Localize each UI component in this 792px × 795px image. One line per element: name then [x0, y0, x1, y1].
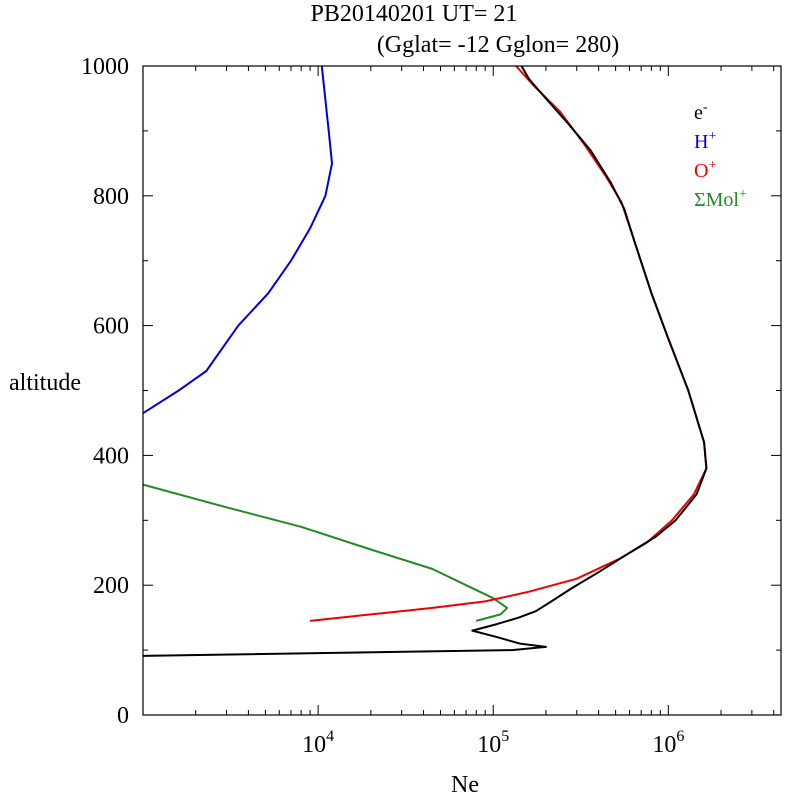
legend-item-2: O+	[694, 158, 716, 182]
legend-item-3: ΣMol+	[694, 187, 747, 211]
y-tick-label: 1000	[81, 54, 129, 80]
legend: e- H+ O+ ΣMol+	[694, 100, 747, 211]
plot-area	[142, 65, 708, 657]
y-axis-label: altitude	[9, 370, 81, 396]
plot-frame	[142, 65, 782, 716]
x-axis-label: Ne	[451, 772, 479, 795]
y-tick-label: 600	[93, 314, 129, 340]
legend-item-0: e-	[694, 100, 708, 124]
y-tick-label: 400	[93, 443, 129, 469]
series-line-0	[142, 65, 708, 657]
y-tick-label: 200	[93, 573, 129, 599]
series-line-1	[142, 65, 333, 415]
series-line-3	[142, 483, 509, 622]
x-tick-label: 104	[302, 728, 334, 758]
y-tick-label: 0	[117, 703, 129, 729]
y-tick-label: 800	[93, 184, 129, 210]
series-line-2	[309, 65, 708, 622]
x-tick-label: 106	[652, 728, 684, 758]
x-tick-label: 105	[477, 728, 509, 758]
chart-title: PB20140201 UT= 21	[311, 1, 518, 27]
chart-subtitle: (Gglat= -12 Gglon= 280)	[377, 32, 619, 58]
legend-item-1: H+	[694, 129, 716, 153]
axes: 0 200 400 600 800 1000 104 105 106	[81, 54, 782, 758]
